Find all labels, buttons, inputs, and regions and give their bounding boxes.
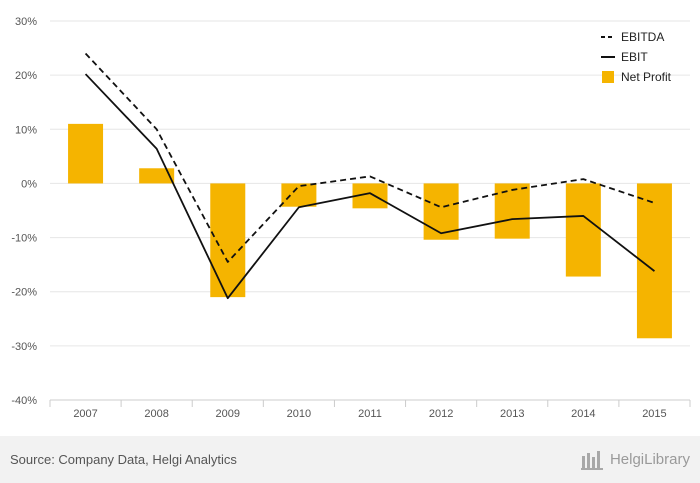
line-series xyxy=(84,52,655,300)
legend-label: EBIT xyxy=(621,50,648,64)
legend-label: Net Profit xyxy=(621,70,672,84)
chart-area: 30% 20% 10% 0% -10% -20% -30% -40% 2007 2008 2009… xyxy=(11,16,691,420)
x-tick-label: 2011 xyxy=(358,408,382,420)
footer: Source: Company Data, Helgi Analytics He… xyxy=(0,436,700,483)
brand-logo[interactable]: HelgiLibrary xyxy=(580,448,690,470)
y-tick-label: -20% xyxy=(11,287,37,299)
x-tick-label: 2014 xyxy=(571,408,595,420)
legend: EBITDA EBIT Net Profit xyxy=(601,30,672,84)
x-tick-label: 2010 xyxy=(287,408,311,420)
net-profit-bar xyxy=(139,168,175,184)
y-tick-label: 20% xyxy=(15,70,37,82)
y-axis-ticks: 30% 20% 10% 0% -10% -20% -30% -40% xyxy=(11,16,37,407)
net-profit-bar xyxy=(210,183,246,298)
y-tick-label: -10% xyxy=(11,233,37,245)
x-axis-ticks: 2007 2008 2009 2010 2011 2012 2013 2014 2015 xyxy=(49,400,691,420)
y-tick-label: -40% xyxy=(11,395,37,407)
y-tick-label: 0% xyxy=(21,178,37,190)
brand-name: HelgiLibrary xyxy=(609,450,690,468)
net-profit-bar xyxy=(281,183,317,207)
library-icon xyxy=(580,451,603,470)
legend-swatch xyxy=(602,71,614,83)
x-tick-label: 2012 xyxy=(429,408,453,420)
y-tick-label: 30% xyxy=(15,16,37,28)
net-profit-bar xyxy=(565,183,601,277)
net-profit-bar xyxy=(494,183,530,239)
y-tick-label: 10% xyxy=(15,124,37,136)
net-profit-bar xyxy=(636,183,672,339)
source-text: Source: Company Data, Helgi Analytics xyxy=(10,452,237,467)
net-profit-bar xyxy=(68,123,104,184)
x-tick-label: 2015 xyxy=(642,408,666,420)
net-profit-bars xyxy=(68,123,672,339)
x-tick-label: 2013 xyxy=(500,408,524,420)
x-tick-label: 2007 xyxy=(73,408,97,420)
legend-label: EBITDA xyxy=(621,30,664,44)
y-tick-label: -30% xyxy=(11,341,37,353)
x-tick-label: 2008 xyxy=(144,408,168,420)
x-tick-label: 2009 xyxy=(216,408,240,420)
